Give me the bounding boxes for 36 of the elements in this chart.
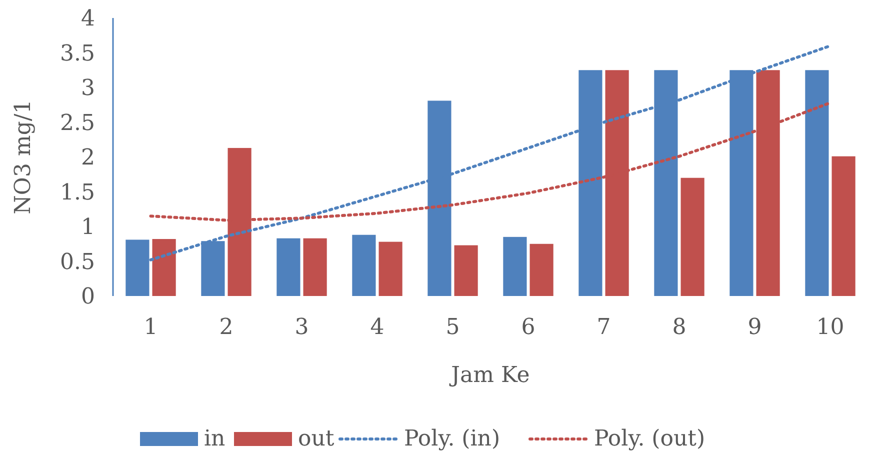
x-tick-label: 2 (219, 315, 234, 340)
x-tick-label: 5 (446, 315, 460, 340)
bar (530, 244, 554, 296)
bar (378, 242, 402, 296)
x-tick-label: 7 (596, 315, 611, 340)
x-tick-label: 3 (294, 315, 309, 340)
y-tick-label: 1 (81, 215, 95, 240)
y-tick-label: 3.5 (60, 41, 95, 66)
x-tick-label: 6 (521, 315, 536, 340)
bar (303, 238, 327, 296)
x-tick-label: 9 (748, 315, 762, 340)
x-axis-title: Jam Ke (449, 363, 530, 388)
x-tick-label: 10 (816, 315, 844, 340)
y-tick-label: 2 (81, 146, 95, 171)
y-tick-label: 3 (81, 76, 95, 102)
x-tick-label: 4 (370, 315, 384, 340)
legend-label: Poly. (out) (594, 426, 706, 452)
x-tick-label: 1 (144, 315, 158, 340)
bar (680, 178, 704, 296)
y-tick-label: 4 (81, 6, 95, 32)
y-tick-label: 0.5 (60, 250, 95, 275)
bar (352, 234, 376, 296)
y-tick-label: 1.5 (60, 180, 95, 206)
bar (454, 245, 478, 296)
y-tick-label: 2.5 (60, 110, 95, 136)
bar (503, 236, 527, 296)
bar (152, 239, 176, 296)
y-tick-label: 0 (81, 284, 95, 310)
legend-label: out (298, 426, 334, 452)
bar (276, 238, 300, 296)
legend-label: in (204, 426, 226, 452)
y-axis-title: NO3 mg/1 (11, 100, 36, 214)
legend-label: Poly. (in) (404, 426, 500, 452)
bar (832, 156, 856, 296)
x-tick-label: 8 (672, 315, 686, 340)
bar (805, 70, 829, 296)
